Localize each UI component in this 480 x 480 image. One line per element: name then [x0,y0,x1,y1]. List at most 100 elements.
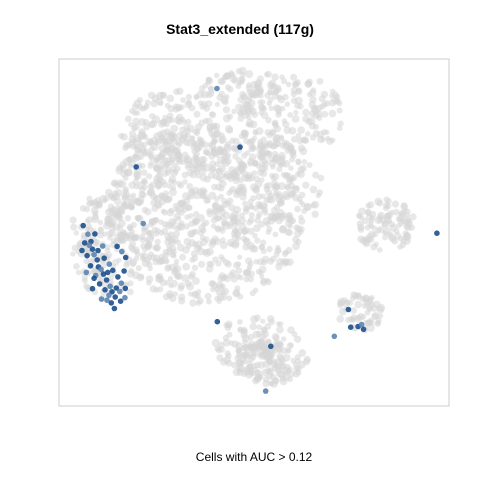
background-cell [294,96,303,105]
background-cell [253,366,259,373]
background-cell [242,339,248,345]
background-cell [270,255,277,263]
background-cell [185,93,192,101]
background-cell [158,155,166,163]
background-cell [245,119,254,127]
background-cell [86,195,93,202]
background-cell [267,90,273,96]
background-cell [178,220,185,227]
background-cell [266,245,273,253]
background-cell [408,224,416,231]
background-cell [330,137,336,143]
background-cell [141,227,149,236]
high-auc-cell-point [122,254,129,261]
background-cell [220,256,226,263]
background-cell [205,76,213,84]
background-cell [389,235,397,243]
background-cell [104,220,112,227]
high-auc-cell-point [84,252,90,259]
background-cell [179,104,185,110]
background-cell [75,269,82,276]
background-cell [318,95,326,103]
background-cell [124,115,132,123]
background-cell [269,381,275,387]
background-cell [260,318,266,324]
background-cell [247,216,255,224]
background-cell [138,190,146,198]
background-cell [267,216,276,225]
background-cell [240,190,247,197]
background-cell [317,174,325,182]
background-cell [157,161,166,170]
high-auc-cell-point [358,321,365,328]
background-cell [216,156,225,165]
background-cell [283,126,292,135]
background-cell [336,100,343,107]
background-cell [309,134,317,141]
background-cell [255,213,261,220]
background-cell [349,317,356,323]
background-cell [274,339,282,347]
background-cell [168,188,177,197]
background-cell [247,333,255,341]
background-cell [246,138,255,147]
background-cell [164,279,171,286]
background-cell [183,124,190,132]
background-cell [305,131,311,137]
high-auc-cell-point [133,164,139,170]
background-cell [304,202,312,211]
background-cell [382,234,388,241]
background-cell [262,360,271,369]
background-cell [321,101,328,108]
background-cell [225,352,232,360]
background-cell [383,196,390,203]
background-cell [104,244,111,250]
background-cell [365,208,372,216]
background-cell [152,258,159,265]
background-cell [302,181,310,189]
background-cell [73,230,80,236]
background-cell [345,317,352,323]
background-cell [402,230,409,237]
background-cell [161,170,169,177]
high-auc-cell-point [122,285,129,292]
background-cell [364,224,371,231]
high-auc-cell-point [106,292,112,299]
background-cell [182,262,191,271]
background-cell [240,328,249,336]
background-cell [249,322,257,331]
background-cell [231,361,239,369]
background-cell [276,352,284,360]
background-cell [229,269,237,277]
background-cell [107,207,113,214]
background-cell [128,267,135,274]
background-cell [393,228,400,235]
background-cell [375,227,382,234]
background-cell [126,223,134,231]
background-cell [363,319,371,327]
background-cell [162,137,170,145]
background-cell [197,214,205,222]
high-auc-cell-point [111,305,118,312]
background-cell [210,148,219,157]
background-cell [398,212,407,221]
background-cell [203,175,211,183]
background-cell [229,241,235,248]
background-cell [230,275,238,283]
background-cell [271,184,280,192]
background-cell [218,272,226,280]
background-cell [188,239,196,247]
background-cell [166,94,175,103]
background-cell [146,151,153,158]
background-cell [229,137,236,144]
background-cell [272,83,278,90]
background-cell [175,239,182,246]
background-cell [253,314,261,322]
background-cell [186,183,194,190]
background-cell [266,315,275,323]
background-cell [259,177,265,183]
background-cell [232,214,239,221]
background-cell [149,181,157,189]
background-cell [113,197,122,205]
background-cell [200,160,207,168]
